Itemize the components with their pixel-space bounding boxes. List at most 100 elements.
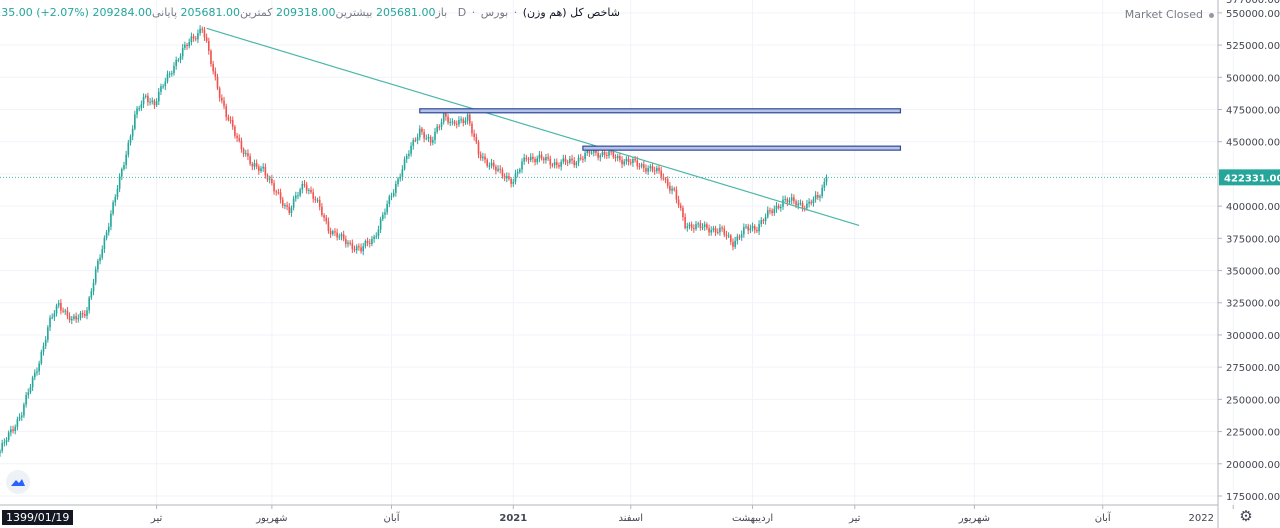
interval-label[interactable]: D (457, 6, 467, 19)
candle-down (747, 226, 750, 231)
candle-up (388, 196, 391, 204)
candle-down (310, 189, 312, 193)
candle-down (153, 100, 156, 106)
candle-down (345, 239, 347, 245)
x-tick-label: 2022 (1189, 513, 1214, 524)
candle-down (612, 151, 615, 158)
y-tick-label: 200000.00 (1226, 460, 1280, 471)
candle-down (327, 221, 330, 231)
tradingview-logo-icon[interactable] (6, 470, 30, 494)
candle-up (120, 169, 123, 177)
candle-down (247, 153, 249, 157)
candle-down (201, 28, 204, 30)
candle-up (773, 209, 776, 214)
time-axis[interactable]: تیر شهریور آبان 2021 اسفند اردیبهشت تیر شهریور آ… (150, 505, 1234, 524)
high-value: 209318.00 (275, 6, 336, 19)
candle-down (351, 243, 354, 250)
candle-down (84, 314, 86, 316)
crosshair-date-tag: 1399/01/19 (2, 510, 74, 525)
candle-up (625, 158, 628, 162)
candle-down (321, 206, 323, 216)
candle-up (112, 202, 114, 214)
candle-up (331, 231, 334, 235)
candle-down (582, 158, 584, 160)
y-tick-label: 325000.00 (1226, 299, 1280, 310)
candle-up (458, 120, 460, 125)
candle-up (18, 417, 21, 420)
price-axis[interactable]: 175000.00 200000.00 225000.00 250000.00 2750… (1218, 0, 1280, 503)
candle-up (70, 318, 73, 321)
candle-up (164, 81, 167, 87)
candle-down (610, 151, 612, 153)
candle-down (277, 192, 280, 194)
symbol-title[interactable]: شاخص کل (هم وزن) (522, 6, 620, 19)
candle-up (260, 168, 262, 171)
candle-up (184, 44, 186, 48)
y-tick-label: 275000.00 (1226, 363, 1280, 374)
candle-down (421, 128, 423, 133)
candle-down (486, 159, 489, 166)
resistance-line (419, 108, 902, 114)
candle-up (695, 224, 697, 230)
candle-down (251, 163, 254, 167)
candle-up (425, 138, 428, 140)
candle-down (279, 192, 282, 200)
candle-up (432, 140, 434, 143)
candle-up (199, 28, 201, 34)
candle-down (210, 50, 212, 65)
trendline (206, 27, 860, 227)
candle-up (36, 371, 38, 373)
gear-icon[interactable]: ⚙ (1239, 507, 1253, 525)
candle-down (621, 159, 623, 165)
candle-down (264, 166, 267, 176)
candle-down (542, 158, 545, 161)
candle-up (410, 145, 412, 154)
candle-down (603, 152, 606, 155)
candle-down (325, 217, 328, 222)
candle-down (706, 224, 708, 229)
candle-down (455, 123, 458, 125)
candle-up (268, 178, 271, 180)
candle-up (451, 121, 454, 123)
candle-down (564, 158, 567, 162)
candle-down (555, 162, 558, 165)
candle-down (714, 228, 717, 233)
candle-up (25, 394, 27, 405)
candle-up (118, 176, 121, 189)
candle-down (606, 154, 608, 156)
candle-up (160, 86, 162, 92)
candle-down (660, 170, 663, 177)
candle-up (299, 189, 301, 196)
candle-down (666, 179, 669, 186)
candle-up (97, 260, 99, 270)
candle-up (88, 297, 90, 311)
candle-up (449, 121, 452, 123)
candle-up (392, 192, 395, 196)
candle-down (471, 123, 473, 134)
candle-up (107, 226, 110, 233)
x-tick-label: 2021 (499, 513, 527, 524)
candle-up (301, 183, 304, 190)
symbol-legend: شاخص کل (هم وزن) · بورس · D باز205681.00… (0, 6, 620, 24)
candle-down (358, 246, 360, 248)
candle-up (825, 177, 828, 182)
candle-up (434, 131, 436, 141)
candle-down (771, 210, 773, 214)
legend-separator-icon: · (471, 6, 476, 19)
candle-down (205, 37, 208, 42)
candle-up (586, 149, 589, 153)
candle-up (381, 214, 384, 220)
candle-up (173, 65, 175, 74)
candle-down (366, 240, 369, 243)
candle-up (497, 168, 499, 171)
candle-down (693, 228, 695, 230)
candle-down (679, 205, 682, 208)
candle-down (438, 126, 441, 128)
candle-up (814, 194, 817, 200)
candle-up (512, 181, 515, 184)
legend-separator-icon: · (513, 6, 518, 19)
candle-up (14, 426, 17, 432)
candle-down (221, 97, 223, 101)
candle-up (51, 317, 54, 319)
